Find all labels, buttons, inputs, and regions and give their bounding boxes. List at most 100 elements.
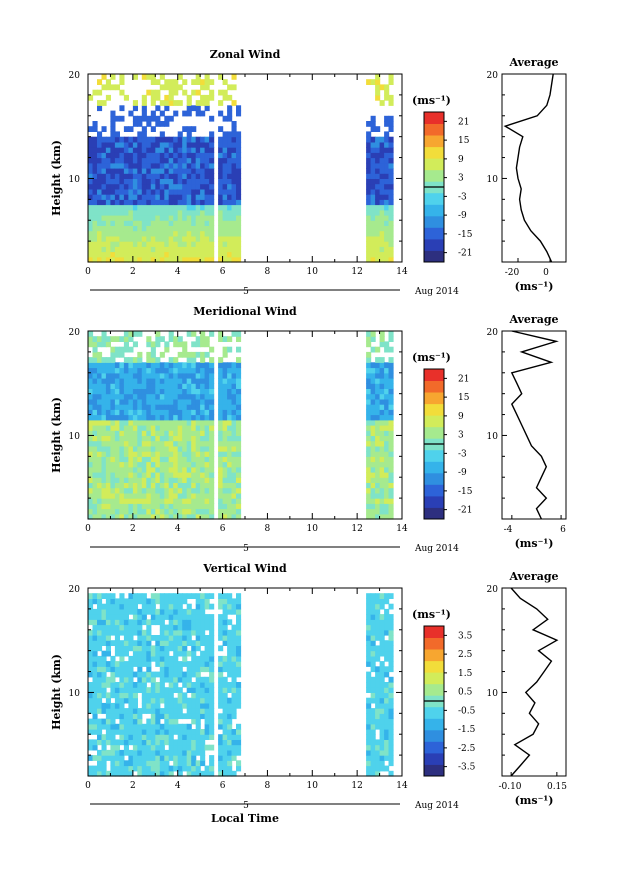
heatmap-cell — [370, 404, 376, 410]
heatmap-cell — [227, 141, 233, 148]
heatmap-cell — [114, 472, 120, 478]
heatmap-cell — [114, 744, 120, 751]
heatmap-cell — [379, 183, 385, 190]
heatmap-cell — [132, 341, 138, 348]
heatmap-cell — [164, 503, 170, 510]
heatmap-cell — [222, 372, 228, 379]
heatmap-cell — [123, 440, 129, 447]
heatmap-cell — [137, 666, 143, 673]
heatmap-cell — [177, 393, 183, 400]
heatmap-cell — [375, 629, 381, 636]
heatmap-cell — [182, 430, 188, 436]
heatmap-cell — [384, 372, 390, 379]
heatmap-cell — [97, 755, 103, 761]
heatmap-cell — [379, 461, 385, 468]
heatmap-cell — [222, 152, 228, 159]
heatmap-cell — [370, 635, 376, 641]
heatmap-cell — [150, 393, 156, 400]
heatmap-cell — [379, 456, 385, 463]
heatmap-cell — [182, 362, 188, 369]
heatmap-cell — [141, 100, 147, 106]
heatmap-cell — [97, 141, 103, 148]
heatmap-cell — [146, 687, 152, 693]
heatmap-cell — [146, 472, 152, 478]
heatmap-cell — [141, 734, 147, 740]
heatmap-cell — [92, 256, 98, 263]
heatmap-cell — [236, 435, 242, 442]
heatmap-cell — [191, 168, 197, 174]
heatmap-cell — [105, 682, 111, 688]
heatmap-cell — [191, 425, 197, 431]
heatmap-cell — [110, 765, 116, 772]
colorbar-segment — [424, 227, 444, 240]
heatmap-cell — [173, 147, 179, 153]
heatmap-cell — [379, 498, 385, 504]
heatmap-cell — [375, 472, 381, 478]
heatmap-cell — [128, 692, 134, 699]
heatmap-cell — [146, 492, 152, 499]
heatmap-cell — [191, 225, 197, 232]
heatmap-cell — [384, 645, 390, 652]
heatmap-cell — [195, 655, 201, 662]
heatmap-cell — [177, 136, 183, 143]
heatmap-cell — [150, 110, 156, 117]
heatmap-cell — [110, 430, 116, 436]
heatmap-cell — [141, 603, 147, 610]
heatmap-cell — [200, 362, 206, 369]
heatmap-cell — [191, 419, 197, 426]
heatmap-cell — [146, 173, 152, 179]
heatmap-cell — [370, 608, 376, 615]
heatmap-cell — [375, 419, 381, 426]
heatmap-cell — [119, 383, 125, 389]
heatmap-cell — [204, 718, 210, 725]
heatmap-cell — [155, 215, 161, 221]
heatmap-cell — [101, 209, 107, 216]
heatmap-cell — [164, 398, 170, 405]
heatmap-cell — [141, 503, 147, 510]
heatmap-cell — [114, 178, 120, 185]
heatmap-cell — [384, 640, 390, 646]
heatmap-cell — [114, 414, 120, 421]
heatmap-cell — [88, 126, 94, 132]
heatmap-cell — [366, 461, 372, 468]
heatmap-cell — [119, 188, 125, 195]
heatmap-cell — [200, 404, 206, 410]
heatmap-cell — [101, 162, 107, 169]
heatmap-cell — [236, 256, 242, 263]
heatmap-cell — [379, 246, 385, 253]
heatmap-cell — [222, 131, 228, 138]
heatmap-cell — [173, 635, 179, 641]
heatmap-cell — [132, 435, 138, 442]
heatmap-cell — [101, 398, 107, 405]
heatmap-cell — [168, 718, 174, 725]
heatmap-cell — [123, 482, 129, 489]
heatmap-cell — [227, 513, 233, 520]
heatmap-cell — [370, 346, 376, 353]
heatmap-cell — [379, 445, 385, 452]
heatmap-cell — [186, 508, 192, 515]
heatmap-cell — [177, 744, 183, 751]
heatmap-cell — [150, 178, 156, 185]
heatmap-cell — [132, 749, 138, 756]
heatmap-cell — [218, 451, 224, 457]
heatmap-cell — [146, 729, 152, 735]
heatmap-cell — [370, 414, 376, 421]
heatmap-cell — [92, 729, 98, 735]
heatmap-cell — [209, 115, 215, 122]
heatmap-cell — [146, 749, 152, 756]
heatmap-cell — [150, 498, 156, 504]
heatmap-cell — [97, 357, 103, 363]
heatmap-cell — [209, 393, 215, 400]
heatmap-cell — [105, 435, 111, 442]
heatmap-cell — [110, 723, 116, 730]
heatmap-cell — [123, 220, 129, 226]
heatmap-cell — [101, 194, 107, 200]
heatmap-cell — [227, 739, 233, 746]
heatmap-cell — [370, 383, 376, 389]
heatmap-cell — [227, 603, 233, 610]
heatmap-cell — [155, 152, 161, 159]
heatmap-cell — [195, 718, 201, 725]
heatmap-cell — [236, 682, 242, 688]
heatmap-cell — [97, 414, 103, 421]
